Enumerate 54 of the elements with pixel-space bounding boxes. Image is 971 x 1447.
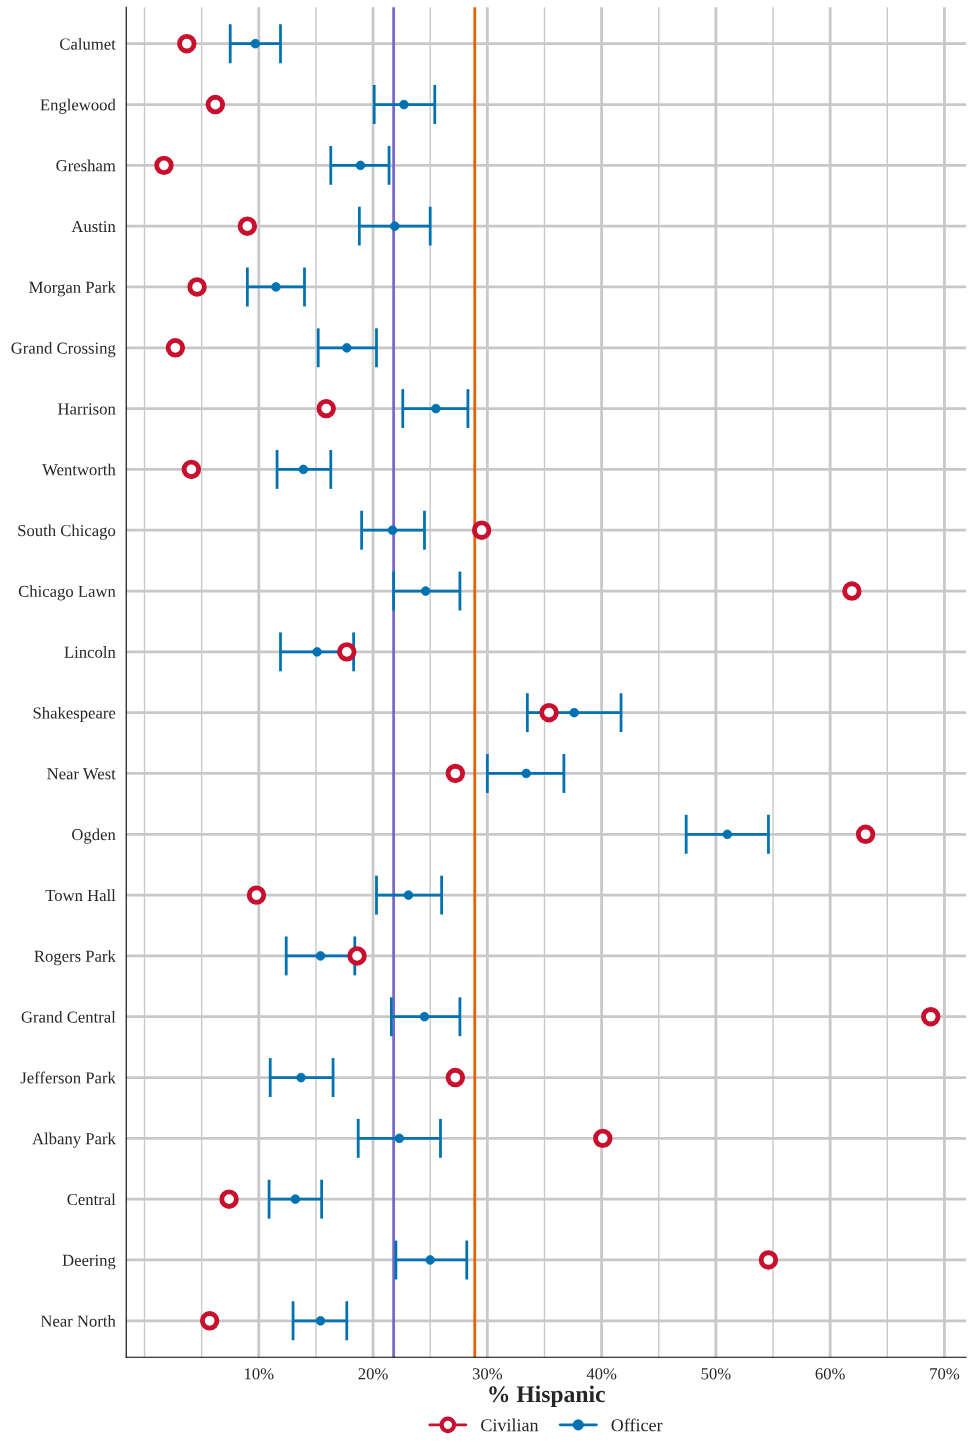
point — [165, 338, 186, 358]
point — [199, 1311, 220, 1331]
x-tick-label: 10% — [244, 1368, 274, 1380]
y-tick-label: Ogden — [72, 828, 116, 844]
point — [187, 277, 207, 297]
point — [471, 520, 492, 540]
point — [181, 459, 202, 480]
x-tick-label: 40% — [586, 1368, 617, 1380]
y-tick-label: Grand Crossing — [11, 342, 116, 358]
y-tick-label: South Chicago — [18, 524, 116, 540]
point — [205, 94, 226, 115]
x-tick-label: 50% — [701, 1368, 731, 1380]
y-tick-label: Shakespeare — [33, 706, 116, 722]
point — [316, 398, 336, 419]
x-tick-label: 20% — [358, 1368, 388, 1380]
x-tick-label: 30% — [472, 1368, 503, 1380]
y-tick-label: Town Hall — [45, 889, 116, 902]
point — [758, 1250, 779, 1270]
point — [445, 1067, 466, 1088]
y-tick-label: Lincoln — [64, 646, 116, 658]
y-tick-label: Albany Park — [32, 1132, 116, 1148]
point — [842, 581, 862, 601]
point — [347, 946, 367, 966]
legend-label: Civilian — [481, 1418, 539, 1432]
point — [219, 1189, 239, 1209]
y-tick-label: Jefferson Park — [20, 1071, 116, 1084]
x-tick-label: 70% — [930, 1368, 960, 1380]
point — [246, 885, 267, 905]
y-tick-label: Central — [67, 1193, 116, 1206]
x-tick-label: 60% — [815, 1368, 845, 1380]
point — [337, 642, 357, 662]
y-tick-label: Morgan Park — [29, 281, 116, 297]
point — [539, 702, 559, 723]
point — [237, 216, 258, 236]
y-tick-label: Rogers Park — [34, 950, 116, 966]
y-tick-label: Harrison — [57, 403, 116, 415]
y-tick-label: Grand Central — [21, 1010, 116, 1023]
legend-label: Officer — [611, 1418, 663, 1432]
point — [445, 763, 466, 784]
point — [855, 824, 876, 845]
y-tick-label: Wentworth — [42, 463, 116, 476]
y-tick-label: Calumet — [60, 37, 116, 50]
x-axis-title: % Hispanic — [489, 1385, 605, 1408]
point — [154, 155, 174, 176]
point — [921, 1007, 941, 1027]
point — [593, 1128, 613, 1149]
y-tick-label: Gresham — [56, 159, 116, 172]
y-tick-label: Englewood — [40, 98, 116, 114]
y-tick-label: Near North — [40, 1315, 116, 1327]
y-tick-label: Chicago Lawn — [18, 585, 116, 601]
point — [177, 34, 197, 54]
y-tick-label: Austin — [71, 220, 116, 233]
y-tick-label: Near West — [47, 768, 116, 780]
y-tick-label: Deering — [62, 1254, 116, 1270]
